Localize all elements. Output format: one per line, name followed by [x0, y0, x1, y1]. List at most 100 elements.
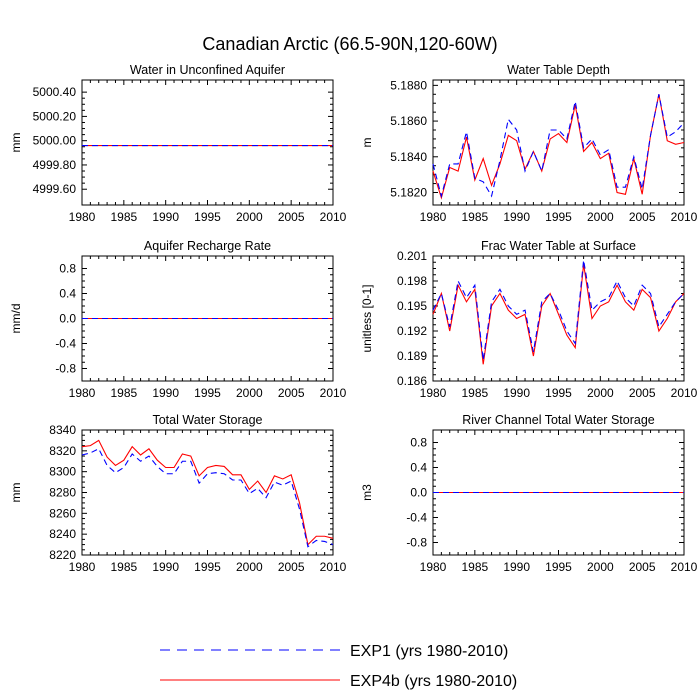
y-tick-label: 0.192 — [397, 324, 427, 338]
x-tick-label: 2010 — [671, 560, 698, 574]
x-tick-label: 1985 — [110, 560, 137, 574]
y-tick-label: -0.8 — [55, 362, 76, 376]
y-tick-label: -0.4 — [406, 511, 427, 525]
x-tick-label: 2005 — [278, 386, 305, 400]
y-tick-label: 0.198 — [397, 274, 427, 288]
panel-water-table-depth: Water Table Depth m 1980 1985 1990 1995 2000 20… — [360, 63, 698, 224]
y-tick-label: 0.4 — [410, 461, 427, 475]
plot-frame — [432, 79, 685, 206]
figure-title: Canadian Arctic (66.5-90N,120-60W) — [202, 34, 497, 54]
y-tick-label: 0.195 — [397, 299, 427, 313]
panel-frac-water-table-at-surface: Frac Water Table at Surface unitless [0-1… — [360, 239, 698, 400]
x-tick-label: 2000 — [587, 386, 614, 400]
panel-title: Aquifer Recharge Rate — [144, 239, 271, 253]
x-tick-label: 1980 — [69, 210, 96, 224]
x-tick-label: 2000 — [587, 560, 614, 574]
y-tick-label: 0.8 — [59, 262, 76, 276]
y-tick-label: 5.1840 — [390, 150, 427, 164]
series-line-exp4b — [432, 264, 685, 365]
x-tick-label: 1995 — [194, 560, 221, 574]
x-tick-label: 1990 — [503, 560, 530, 574]
panel-water-in-unconfined-aquifer: Water in Unconfined Aquifer mm 1980 1985 199… — [9, 63, 347, 224]
y-axis-label: mm — [9, 133, 23, 153]
x-tick-label: 1995 — [194, 210, 221, 224]
x-tick-label: 1985 — [110, 210, 137, 224]
legend: EXP1 (yrs 1980-2010) EXP4b (yrs 1980-201… — [160, 643, 517, 690]
x-tick-label: 2010 — [320, 210, 347, 224]
series-line-exp4b — [432, 94, 685, 200]
y-tick-label: 4999.80 — [33, 158, 77, 172]
y-tick-label: 0.0 — [59, 312, 76, 326]
plot-frame — [81, 79, 334, 206]
x-tick-label: 1995 — [545, 210, 572, 224]
y-tick-label: 8300 — [49, 465, 76, 479]
x-tick-label: 1985 — [110, 386, 137, 400]
legend-label-exp1: EXP1 (yrs 1980-2010) — [350, 643, 508, 660]
y-tick-label: 5.1880 — [390, 78, 427, 92]
panel-title: Frac Water Table at Surface — [481, 239, 636, 253]
y-tick-label: 0.4 — [59, 287, 76, 301]
y-tick-label: 8280 — [49, 486, 76, 500]
x-tick-label: 2010 — [671, 210, 698, 224]
y-tick-label: 5000.00 — [33, 134, 77, 148]
x-tick-label: 2000 — [236, 210, 263, 224]
x-tick-label: 1995 — [194, 386, 221, 400]
y-tick-label: 8260 — [49, 506, 76, 520]
x-tick-label: 1995 — [545, 386, 572, 400]
x-tick-label: 2005 — [278, 210, 305, 224]
panel-title: Total Water Storage — [152, 413, 262, 427]
x-tick-label: 1980 — [420, 210, 447, 224]
y-tick-label: 0.189 — [397, 349, 427, 363]
panel-title: Water Table Depth — [507, 63, 610, 77]
y-tick-label: 5000.20 — [33, 109, 77, 123]
x-tick-label: 1990 — [503, 386, 530, 400]
y-tick-label: 8220 — [49, 548, 76, 562]
panel-river-channel-total-water-storage: River Channel Total Water Storage m3 1980 1… — [360, 413, 698, 574]
panel-title: Water in Unconfined Aquifer — [130, 63, 285, 77]
y-axis-label: mm/d — [9, 304, 23, 334]
y-tick-label: 5.1860 — [390, 114, 427, 128]
x-tick-label: 1990 — [152, 560, 179, 574]
y-axis-label: mm — [9, 483, 23, 503]
y-tick-label: -0.8 — [406, 536, 427, 550]
panels: Water in Unconfined Aquifer mm 1980 1985 199… — [9, 63, 698, 574]
panel-title: River Channel Total Water Storage — [462, 413, 655, 427]
x-tick-label: 1980 — [69, 386, 96, 400]
x-tick-label: 1985 — [461, 560, 488, 574]
x-tick-label: 1980 — [420, 386, 447, 400]
x-tick-label: 1990 — [152, 386, 179, 400]
x-tick-label: 2010 — [671, 386, 698, 400]
x-tick-label: 1995 — [545, 560, 572, 574]
x-tick-label: 2010 — [320, 560, 347, 574]
panel-total-water-storage: Total Water Storage mm 1980 1985 1990 1995 200… — [9, 413, 347, 574]
x-tick-label: 1990 — [152, 210, 179, 224]
x-tick-label: 2000 — [587, 210, 614, 224]
panel-aquifer-recharge-rate: Aquifer Recharge Rate mm/d 1980 1985 1990 199… — [9, 239, 347, 400]
plot-frame — [432, 255, 685, 382]
x-tick-label: 1980 — [420, 560, 447, 574]
y-tick-label: 0.0 — [410, 486, 427, 500]
legend-label-exp4b: EXP4b (yrs 1980-2010) — [350, 673, 517, 690]
x-tick-label: 1985 — [461, 210, 488, 224]
y-tick-label: -0.4 — [55, 337, 76, 351]
y-tick-label: 4999.60 — [33, 182, 77, 196]
x-tick-label: 2000 — [236, 560, 263, 574]
y-axis-label: m — [360, 138, 374, 148]
plot-frame — [81, 429, 334, 556]
x-tick-label: 2005 — [278, 560, 305, 574]
y-tick-label: 8240 — [49, 527, 76, 541]
x-tick-label: 2005 — [629, 210, 656, 224]
y-tick-label: 8340 — [49, 423, 76, 437]
x-tick-label: 1985 — [461, 386, 488, 400]
y-tick-label: 0.201 — [397, 249, 427, 263]
x-tick-label: 2010 — [320, 386, 347, 400]
y-axis-label: m3 — [360, 484, 374, 501]
y-tick-label: 0.186 — [397, 374, 427, 388]
y-tick-label: 8320 — [49, 444, 76, 458]
series-line-exp4b — [81, 439, 334, 546]
x-tick-label: 1980 — [69, 560, 96, 574]
series-line-exp1 — [432, 94, 685, 199]
x-tick-label: 2005 — [629, 386, 656, 400]
